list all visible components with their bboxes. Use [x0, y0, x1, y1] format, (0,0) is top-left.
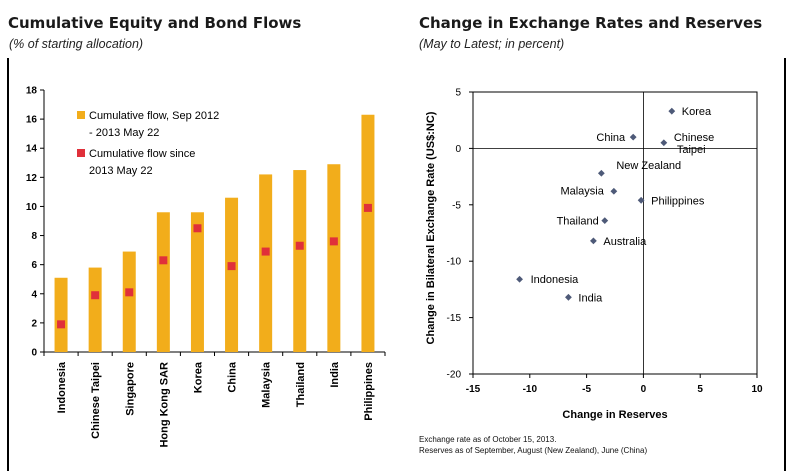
legend-label-bar: Cumulative flow, Sep 2012 — [89, 110, 219, 122]
scatter-y-tick-label: -15 — [447, 313, 462, 324]
scatter-x-axis-title: Change in Reserves — [562, 409, 667, 421]
scatter-axes: -15 -10 -5 0 5 10 5 0 -5 -10 -15 -20 — [447, 88, 763, 396]
bar-chart-y-tick-label: 6 — [31, 260, 37, 271]
bar-chart-marker — [125, 288, 134, 297]
bar-chart-bar — [327, 164, 341, 352]
bar-chart-bar — [122, 251, 136, 352]
scatter-point-label: Malaysia — [560, 185, 604, 197]
bar-chart-marker — [91, 291, 100, 300]
bar-chart-marker — [227, 262, 236, 271]
scatter-y-tick-label: 5 — [455, 88, 461, 99]
scatter-x-tick-label: 10 — [751, 384, 763, 395]
bar-chart-x-tick-label: Singapore — [124, 362, 136, 416]
bar-chart-bar — [190, 212, 204, 352]
bar-chart-x-tick-label: China — [227, 361, 239, 392]
scatter-point-label: Chinese Taipei — [674, 132, 714, 156]
bar-chart-markers — [57, 203, 372, 329]
bar-chart-y-tick-label: 0 — [31, 348, 37, 359]
bar-chart-y-tick-label: 12 — [26, 173, 38, 184]
right-chart-subtitle: (May to Latest; in percent) — [419, 37, 565, 51]
bar-chart-x-tick-label: Thailand — [295, 362, 307, 407]
scatter-point-label: Korea — [682, 106, 712, 118]
bar-chart-bar — [361, 114, 375, 352]
scatter-y-tick-label: 0 — [455, 144, 461, 155]
bar-chart-y-tick-label: 4 — [31, 289, 37, 300]
scatter-point — [597, 169, 605, 177]
scatter-y-tick-label: -20 — [447, 370, 462, 381]
scatter-points: Korea China Chinese Taipei New Zealand Malays… — [516, 106, 714, 304]
right-frame-border — [784, 58, 786, 471]
bar-chart-y-tick-label: 2 — [31, 318, 37, 329]
bar-chart-marker — [363, 203, 372, 212]
scatter-point — [590, 237, 597, 245]
bar-chart-bar — [225, 197, 239, 352]
bar-chart-y-tick-label: 8 — [31, 231, 37, 242]
left-frame-border — [7, 58, 9, 471]
bar-chart-x-labels: Indonesia Chinese Taipei Singapore Hong Kon… — [56, 361, 375, 447]
scatter-point-label: New Zealand — [616, 160, 681, 172]
bar-chart-y-tick-label: 16 — [26, 115, 38, 126]
bar-chart-x-tick-label: Malaysia — [261, 361, 273, 408]
scatter-point — [629, 133, 637, 141]
scatter-point — [660, 139, 668, 147]
bar-chart: 0 2 4 6 8 10 12 14 16 18 Indonesia Chinese Taipei S… — [26, 86, 386, 448]
bar-chart-y-tick-label: 18 — [26, 86, 38, 97]
scatter-point-label: Indonesia — [531, 274, 580, 286]
scatter-x-tick-label: -10 — [523, 384, 538, 395]
scatter-point — [637, 196, 645, 204]
scatter-point — [610, 187, 618, 195]
scatter-point-label: Australia — [603, 236, 647, 248]
scatter-x-tick-label: -15 — [466, 384, 481, 395]
bar-chart-x-tick-label: Philippines — [363, 362, 375, 421]
bar-chart-y-tick-label: 10 — [26, 202, 38, 213]
bar-chart-bar — [293, 170, 307, 352]
scatter-x-tick-label: 0 — [641, 384, 647, 395]
source-note-reserves: Reserves as of September, August (New Ze… — [419, 446, 648, 455]
scatter-point-label: China — [596, 132, 626, 144]
scatter-point-label: India — [578, 292, 603, 304]
scatter-x-tick-label: -5 — [582, 384, 591, 395]
scatter-plot-area — [472, 91, 758, 375]
bar-chart-x-tick-label: Hong Kong SAR — [158, 362, 170, 448]
bar-chart-bar — [156, 212, 170, 352]
right-chart-title: Change in Exchange Rates and Reserves — [419, 14, 763, 32]
bar-chart-marker — [295, 241, 304, 250]
bar-chart-marker — [261, 247, 270, 256]
scatter-point — [668, 107, 676, 115]
bar-chart-bar — [259, 174, 273, 352]
left-chart-subtitle: (% of starting allocation) — [9, 37, 144, 51]
bar-chart-x-tick-label: Korea — [192, 361, 204, 393]
scatter-y-tick-label: -5 — [452, 200, 461, 211]
scatter-point — [516, 275, 523, 283]
legend-swatch-marker — [77, 149, 85, 157]
bar-chart-legend: Cumulative flow, Sep 2012 - 2013 May 22 Cu… — [77, 110, 219, 177]
bar-chart-x-tick-label: Chinese Taipei — [90, 362, 102, 439]
legend-label-marker: Cumulative flow since — [89, 148, 195, 160]
bar-chart-marker — [57, 320, 66, 329]
bar-chart-y-tick-label: 14 — [26, 144, 38, 155]
scatter-point — [565, 293, 572, 301]
bar-chart-bar — [88, 267, 102, 352]
legend-swatch-bar — [77, 111, 85, 119]
scatter-x-tick-label: 5 — [697, 384, 703, 395]
scatter-point — [601, 217, 609, 224]
scatter-point-label: Thailand — [557, 216, 599, 228]
bar-chart-marker — [329, 237, 338, 246]
scatter-point-label: Philippines — [651, 195, 705, 207]
left-chart-title: Cumulative Equity and Bond Flows — [8, 14, 302, 32]
bar-chart-bars — [54, 114, 375, 352]
source-note-exchange-rate: Exchange rate as of October 15, 2013. — [419, 435, 557, 444]
bar-chart-x-tick-label: India — [329, 361, 341, 388]
bar-chart-bar — [54, 277, 68, 352]
legend-label-marker: 2013 May 22 — [89, 165, 153, 177]
scatter-y-tick-label: -10 — [447, 257, 462, 268]
bar-chart-x-tick-label: Indonesia — [56, 361, 68, 413]
bar-chart-marker — [193, 224, 202, 233]
scatter-y-axis-title: Change in Bilateral Exchange Rate (US$:N… — [425, 111, 437, 344]
legend-label-bar: - 2013 May 22 — [89, 127, 159, 139]
bar-chart-marker — [159, 256, 168, 265]
